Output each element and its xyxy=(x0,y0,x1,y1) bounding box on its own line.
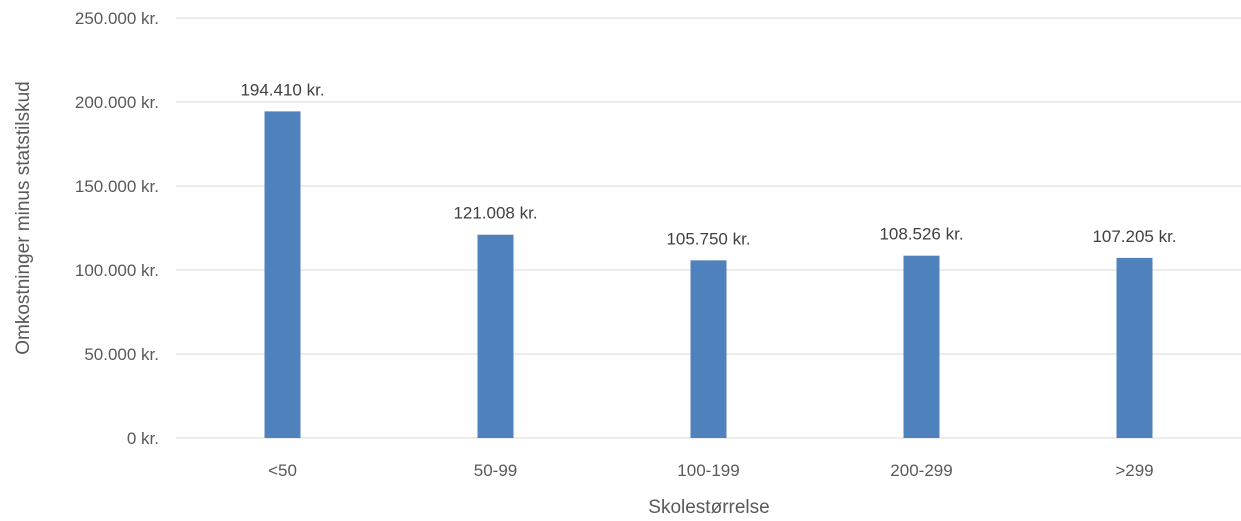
data-label: 105.750 kr. xyxy=(666,229,750,248)
bar xyxy=(477,234,514,438)
y-tick-label: 50.000 kr. xyxy=(84,345,159,364)
bars xyxy=(264,111,1153,438)
x-category-label: 200-299 xyxy=(890,461,952,480)
y-tick-label: 200.000 kr. xyxy=(75,93,159,112)
y-axis-tick-labels: 0 kr. 50.000 kr. 100.000 kr. 150.000 kr. 200… xyxy=(75,9,159,448)
x-category-label: <50 xyxy=(268,461,297,480)
y-tick-label: 150.000 kr. xyxy=(75,177,159,196)
x-category-label: 50-99 xyxy=(474,461,517,480)
data-label: 194.410 kr. xyxy=(240,80,324,99)
x-category-label: >299 xyxy=(1115,461,1153,480)
y-tick-label: 250.000 kr. xyxy=(75,9,159,28)
y-tick-label: 100.000 kr. xyxy=(75,261,159,280)
data-label: 108.526 kr. xyxy=(879,225,963,244)
y-axis-title: Omkostninger minus statstilskud xyxy=(13,81,34,355)
bar xyxy=(264,111,301,438)
bar xyxy=(903,255,940,438)
data-label: 121.008 kr. xyxy=(453,204,537,223)
x-axis-title: Skolestørrelse xyxy=(648,497,769,518)
bar xyxy=(1116,257,1153,438)
data-labels: 194.410 kr. 121.008 kr. 105.750 kr. 108.526… xyxy=(240,80,1176,248)
x-category-label: 100-199 xyxy=(677,461,739,480)
x-axis-category-labels: <50 50-99 100-199 200-299 >299 xyxy=(268,461,1154,480)
bar xyxy=(690,260,727,438)
y-tick-label: 0 kr. xyxy=(127,429,159,448)
data-label: 107.205 kr. xyxy=(1092,227,1176,246)
